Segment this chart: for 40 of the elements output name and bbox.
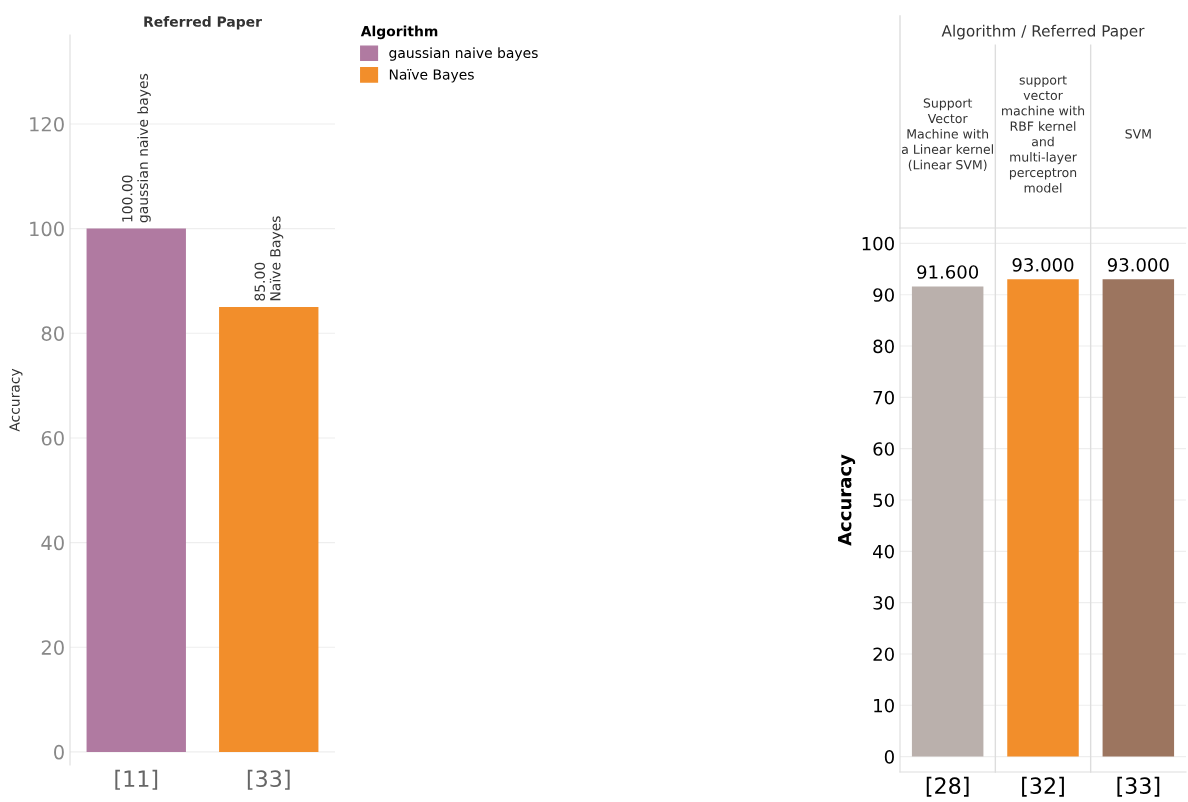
text: Support Vector Machine with a Linear kernel (Linear SVM) — [901, 98, 993, 171]
y-tick-label: 0 — [54, 744, 64, 760]
y-tick-label: 20 — [873, 647, 894, 662]
y-axis-title: Accuracy — [9, 368, 23, 432]
x-tick-label: [32] — [1022, 776, 1064, 797]
y-tick-label: 0 — [884, 750, 894, 764]
y-tick-label: 70 — [873, 390, 894, 405]
text: Naïve Bayes — [269, 216, 284, 301]
legend-title: Algorithm — [360, 25, 438, 40]
data-label: 91.600 — [917, 265, 979, 279]
x-tick-label: [11] — [115, 769, 158, 790]
y-tick-label: 10 — [874, 698, 894, 713]
legend-label: gaussian naive bayes — [389, 47, 538, 61]
y-tick-label: 80 — [41, 326, 64, 341]
data-label: 85.00 — [254, 262, 265, 301]
y-tick-label: 40 — [41, 535, 64, 551]
data-label: 93.000 — [1012, 258, 1074, 272]
y-tick-label: 60 — [873, 442, 894, 456]
x-tick-label: [33] — [1117, 776, 1160, 797]
y-tick-label: 50 — [873, 493, 894, 508]
x-tick-label: [28] — [926, 776, 969, 797]
y-tick-label: 60 — [41, 430, 64, 446]
y-tick-label: 80 — [873, 339, 894, 354]
text: support vector machine with RBF kernel and multi-layer perceptron model — [1002, 75, 1085, 193]
y-tick-label: 120 — [30, 116, 64, 132]
y-tick-label: 20 — [41, 640, 64, 655]
chart-title: Algorithm / Referred Paper — [941, 24, 1145, 40]
y-tick-label: 100 — [30, 221, 64, 237]
y-tick-label: 100 — [862, 236, 894, 251]
y-axis-title: Accuracy — [838, 454, 856, 546]
data-label: 93.000 — [1107, 258, 1169, 272]
y-tick-label: 30 — [873, 596, 894, 610]
x-tick-label: [33] — [247, 769, 290, 790]
legend-label: Naïve Bayes — [389, 69, 474, 83]
y-tick-label: 90 — [873, 288, 894, 302]
y-tick-label: 40 — [873, 544, 894, 559]
text: gaussian naive bayes — [137, 73, 151, 223]
chart-title: Referred Paper — [144, 16, 262, 30]
data-label: 100.00 — [122, 175, 133, 222]
text: SVM — [1125, 129, 1151, 139]
